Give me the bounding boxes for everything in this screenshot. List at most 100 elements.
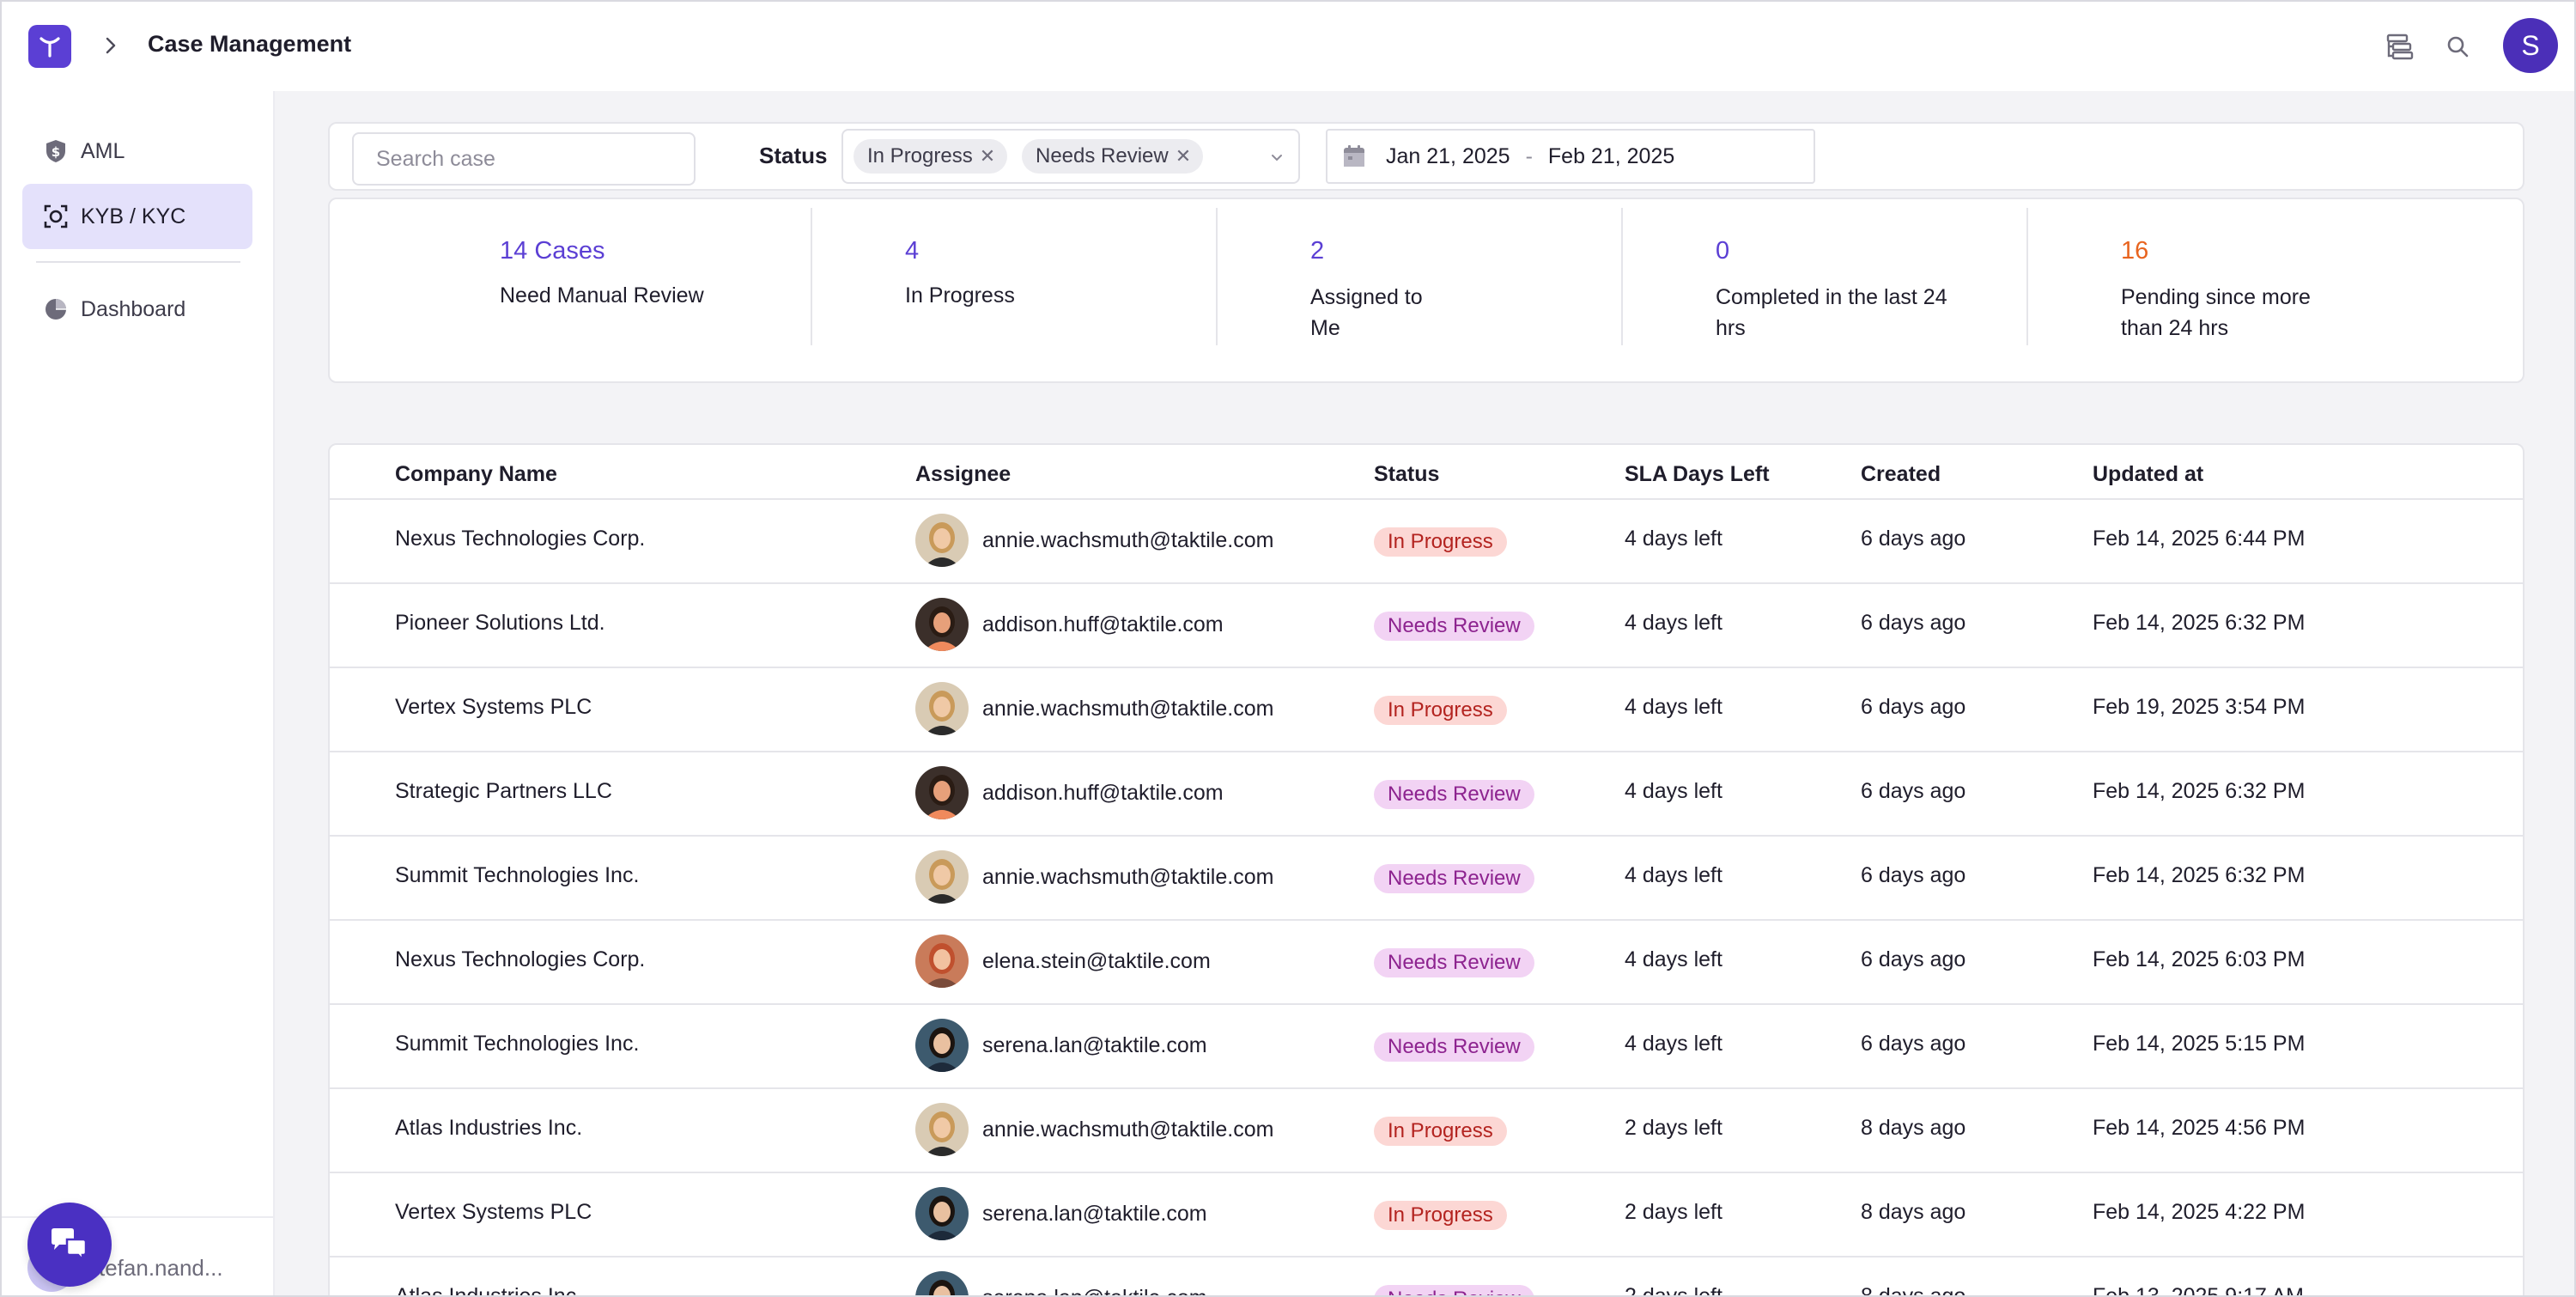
updated-at: Feb 14, 2025 5:15 PM [2093,1032,2306,1056]
stat-divider [2026,208,2028,345]
chevron-down-icon[interactable] [1267,148,1286,167]
column-header-status[interactable]: Status [1374,462,1440,486]
updated-at: Feb 14, 2025 6:03 PM [2093,947,2306,971]
layout-icon[interactable] [2383,29,2417,64]
created-at: 6 days ago [1861,947,1966,971]
status-chip-needs-review[interactable]: Needs Review ✕ [1022,139,1204,174]
column-header-assignee[interactable]: Assignee [915,462,1012,486]
company-name[interactable]: Pioneer Solutions Ltd. [395,611,605,635]
updated-at: Feb 14, 2025 6:32 PM [2093,863,2306,887]
company-name[interactable]: Vertex Systems PLC [395,1200,592,1224]
assignee[interactable]: annie.wachsmuth@taktile.com [915,850,1273,904]
date-to[interactable]: Feb 21, 2025 [1547,143,1675,168]
created-at: 8 days ago [1861,1200,1966,1224]
user-avatar[interactable]: S [2503,18,2558,73]
assignee-avatar [915,1103,969,1156]
sla-days-left: 4 days left [1625,863,1722,887]
search-icon[interactable] [2440,29,2475,64]
table-row[interactable]: Atlas Industries Inc. annie.wachsmuth@tak… [330,1089,2523,1173]
status-filter-label: Status [759,143,828,168]
assignee-email: annie.wachsmuth@taktile.com [982,864,1274,889]
table-row[interactable]: Vertex Systems PLC annie.wachsmuth@taktil… [330,668,2523,752]
stat-pending-24h[interactable]: 16 Pending since more than 24 hrs [1951,199,2356,385]
assignee[interactable]: serena.lan@taktile.com [915,1271,1207,1295]
table-row[interactable]: Nexus Technologies Corp. annie.wachsmuth@… [330,500,2523,584]
company-name[interactable]: Nexus Technologies Corp. [395,947,646,971]
chat-button[interactable] [27,1203,112,1287]
sla-days-left: 4 days left [1625,947,1722,971]
stat-value: 4 [905,237,920,265]
sidebar-item-kyb-kyc[interactable]: KYB / KYC [22,184,252,249]
column-header-sla[interactable]: SLA Days Left [1625,462,1770,486]
company-name[interactable]: Vertex Systems PLC [395,695,592,719]
table-row[interactable]: Summit Technologies Inc. annie.wachsmuth@… [330,837,2523,921]
date-from[interactable]: Jan 21, 2025 [1386,143,1510,168]
date-range-picker[interactable]: Jan 21, 2025 - Feb 21, 2025 [1326,129,1815,184]
svg-text:$: $ [52,144,60,160]
table-row[interactable]: Pioneer Solutions Ltd. addison.huff@takti… [330,584,2523,668]
search-input[interactable] [352,132,696,186]
table-row[interactable]: Vertex Systems PLC serena.lan@taktile.com… [330,1173,2523,1257]
stat-manual-review[interactable]: 14 Cases Need Manual Review [330,199,735,385]
updated-at: Feb 14, 2025 6:32 PM [2093,779,2306,803]
assignee-avatar [915,598,969,651]
table-row[interactable]: Nexus Technologies Corp. elena.stein@takt… [330,921,2523,1005]
column-header-updated[interactable]: Updated at [2093,462,2204,486]
sidebar-item-label: KYB / KYC [81,204,186,228]
assignee[interactable]: serena.lan@taktile.com [915,1187,1207,1240]
stat-in-progress[interactable]: 4 In Progress [735,199,1140,385]
updated-at: Feb 19, 2025 3:54 PM [2093,695,2306,719]
assignee[interactable]: elena.stein@taktile.com [915,935,1211,988]
table-row[interactable]: Strategic Partners LLC addison.huff@takti… [330,752,2523,837]
company-name[interactable]: Summit Technologies Inc. [395,1032,640,1056]
company-name[interactable]: Atlas Industries Inc. [395,1284,583,1297]
table-row[interactable]: Summit Technologies Inc. serena.lan@takti… [330,1005,2523,1089]
stat-divider [1216,208,1218,345]
assignee[interactable]: addison.huff@taktile.com [915,766,1224,819]
stat-label: Completed in the last 24 hrs [1716,285,1947,340]
stat-completed-24h[interactable]: 0 Completed in the last 24 hrs [1546,199,1951,385]
assignee[interactable]: annie.wachsmuth@taktile.com [915,514,1273,567]
sidebar-footer-divider [2,1216,273,1218]
column-header-created[interactable]: Created [1861,462,1941,486]
chat-bubbles-icon [52,1228,88,1264]
created-at: 6 days ago [1861,1032,1966,1056]
stats-summary: 14 Cases Need Manual Review 4 In Progres… [328,198,2524,383]
status-badge: Needs Review [1374,948,1534,977]
date-separator: - [1525,143,1533,168]
updated-at: Feb 14, 2025 6:44 PM [2093,527,2306,551]
sla-days-left: 4 days left [1625,695,1722,719]
company-name[interactable]: Strategic Partners LLC [395,779,612,803]
assignee-email: annie.wachsmuth@taktile.com [982,696,1274,721]
face-scan-icon [43,204,69,229]
assignee-email: addison.huff@taktile.com [982,612,1224,636]
status-filter-select[interactable]: In Progress ✕ Needs Review ✕ [841,129,1300,184]
status-chip-in-progress[interactable]: In Progress ✕ [854,139,1008,174]
status-badge: In Progress [1374,527,1507,557]
sidebar-item-dashboard[interactable]: Dashboard [22,277,252,342]
table-row[interactable]: Atlas Industries Inc. serena.lan@taktile.… [330,1257,2523,1297]
stat-assigned-to-me[interactable]: 2 Assigned to Me [1140,199,1546,385]
assignee[interactable]: addison.huff@taktile.com [915,598,1224,651]
close-icon[interactable]: ✕ [979,145,996,167]
sidebar-item-label: AML [81,138,125,163]
assignee[interactable]: serena.lan@taktile.com [915,1019,1207,1072]
assignee-email: addison.huff@taktile.com [982,780,1224,805]
assignee-avatar [915,935,969,988]
pie-chart-icon [43,296,69,322]
company-name[interactable]: Nexus Technologies Corp. [395,527,646,551]
top-bar: Case Management S [2,2,2574,91]
logo-icon[interactable] [28,25,71,68]
company-name[interactable]: Summit Technologies Inc. [395,863,640,887]
assignee[interactable]: annie.wachsmuth@taktile.com [915,682,1273,735]
created-at: 8 days ago [1861,1284,1966,1297]
column-header-company[interactable]: Company Name [395,462,557,486]
company-name[interactable]: Atlas Industries Inc. [395,1116,583,1140]
chevron-right-icon [98,33,124,58]
assignee-email: annie.wachsmuth@taktile.com [982,527,1274,552]
status-badge: Needs Review [1374,864,1534,893]
sla-days-left: 4 days left [1625,1032,1722,1056]
close-icon[interactable]: ✕ [1175,145,1192,167]
sidebar-item-aml[interactable]: $ AML [22,119,252,184]
assignee[interactable]: annie.wachsmuth@taktile.com [915,1103,1273,1156]
